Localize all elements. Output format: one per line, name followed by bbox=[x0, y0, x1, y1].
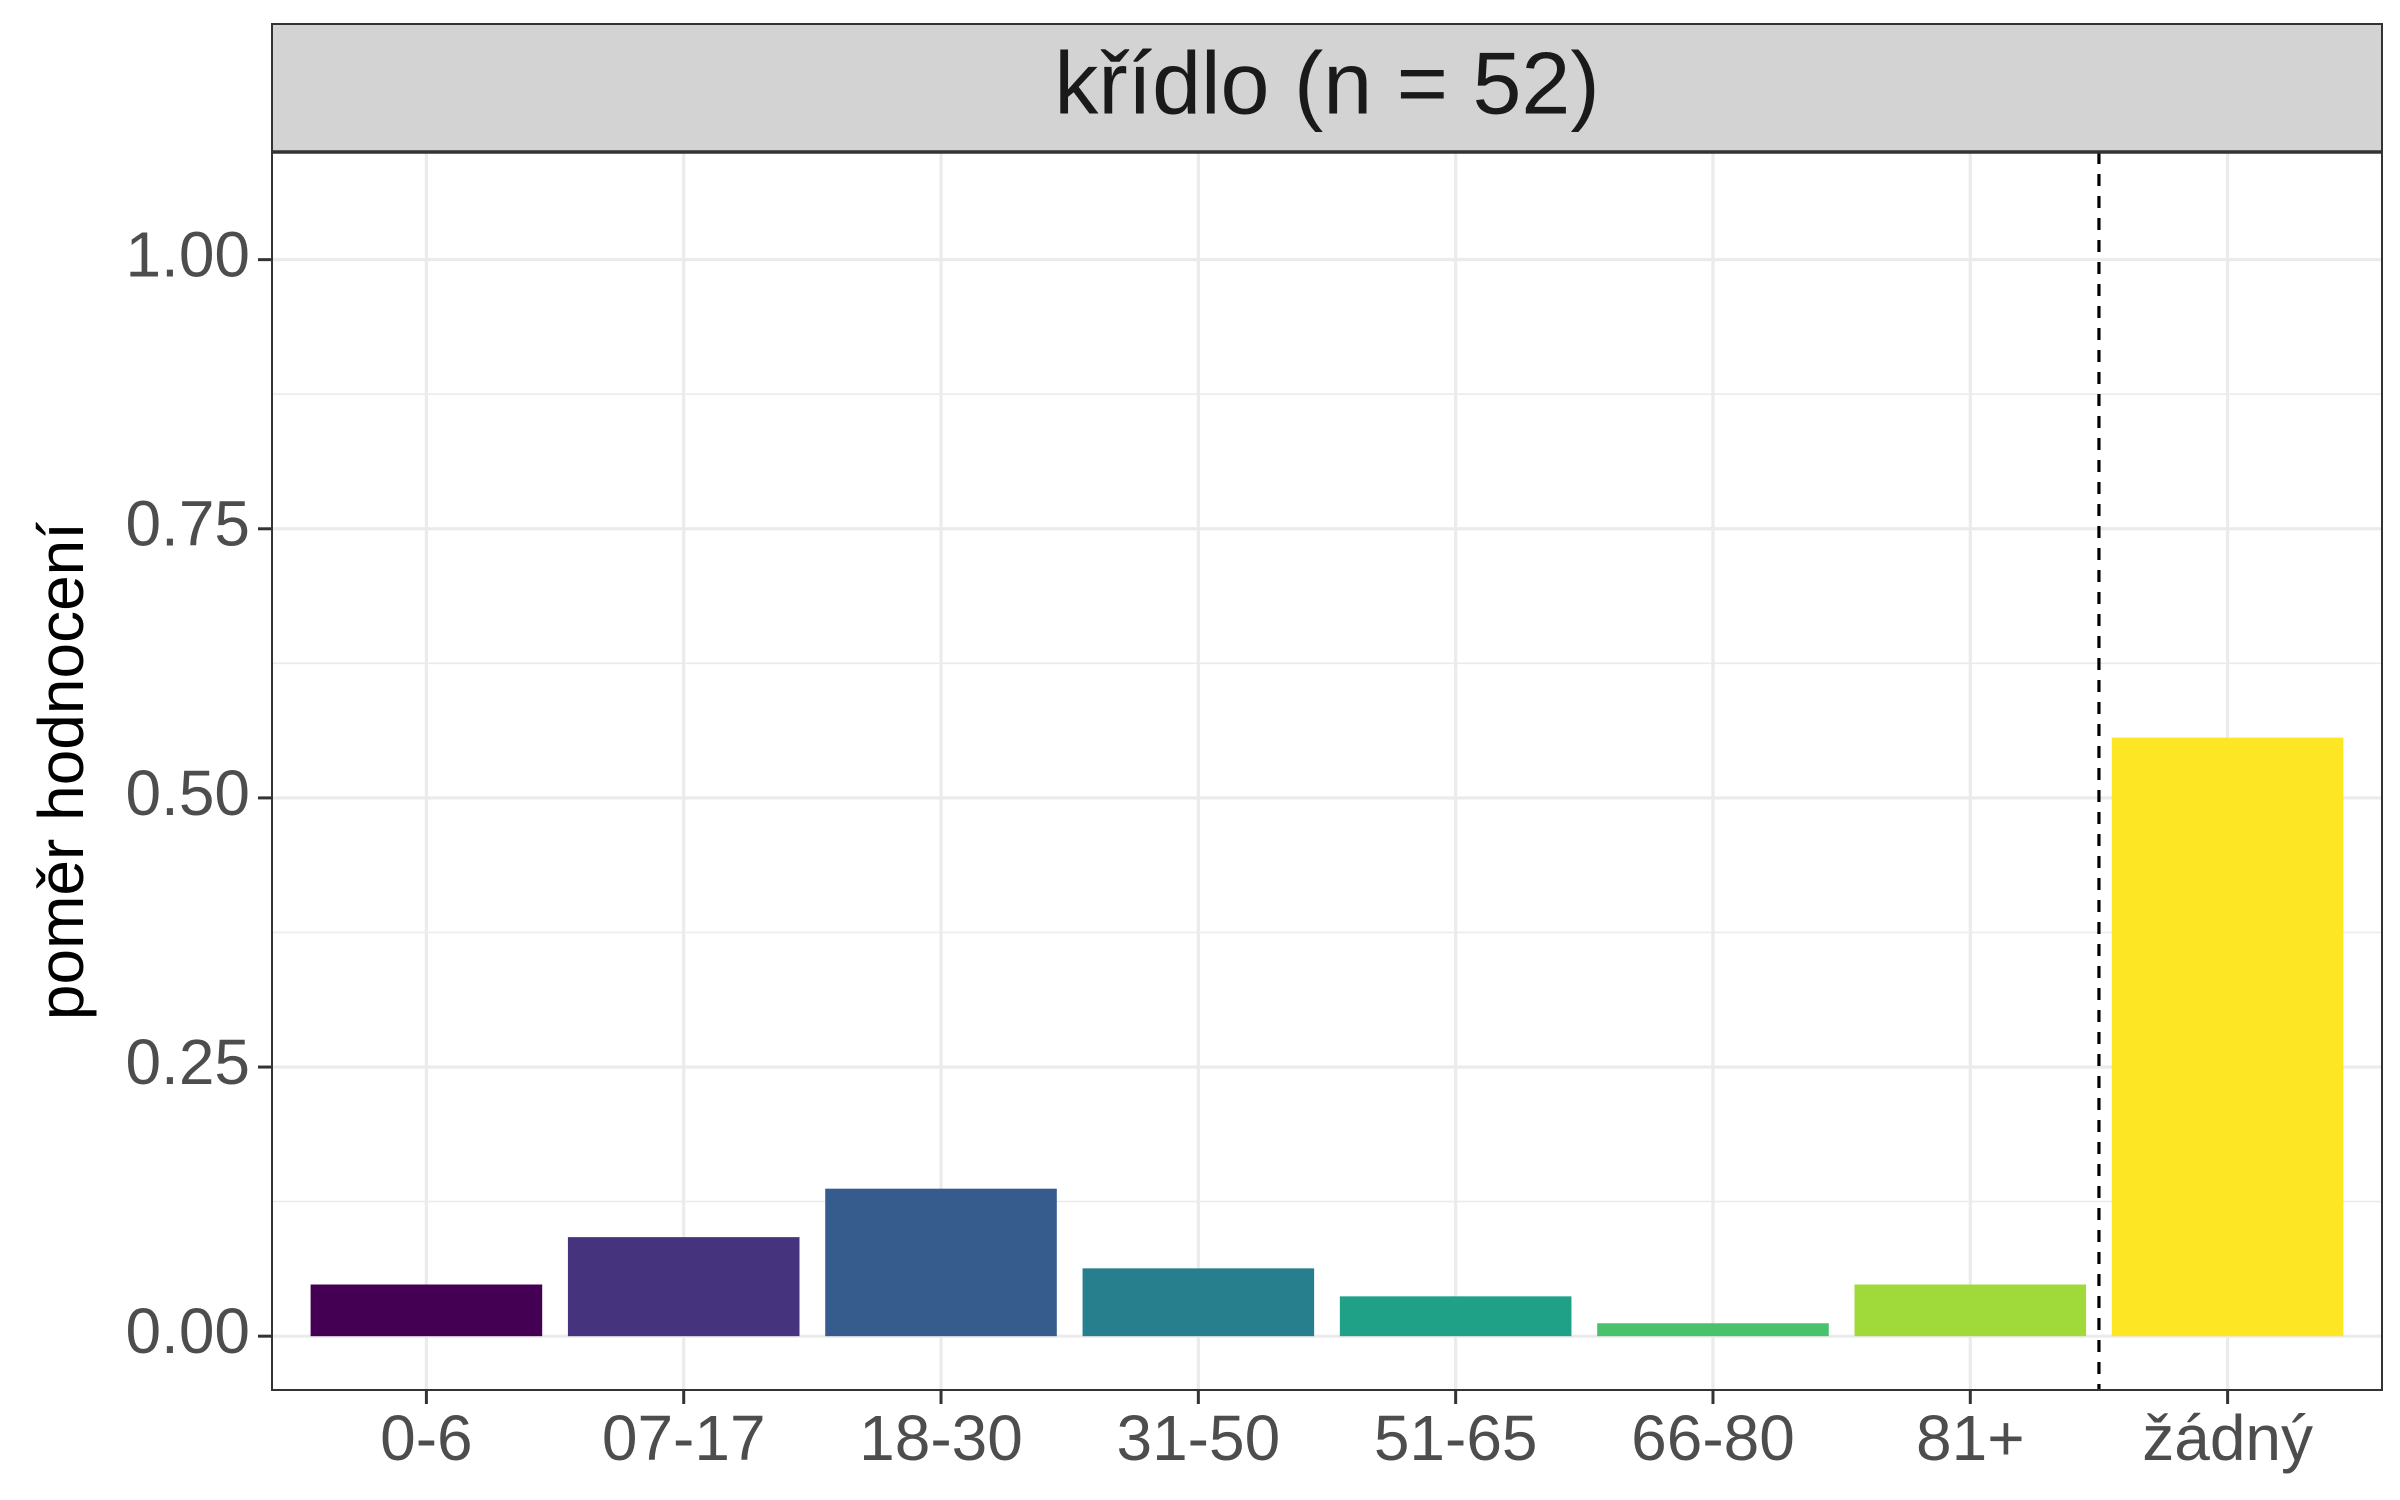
y-tick-label: 0.50 bbox=[125, 757, 250, 829]
x-tick-label: 18-30 bbox=[859, 1402, 1023, 1474]
x-tick-label: 0-6 bbox=[380, 1402, 473, 1474]
x-tick-label: žádný bbox=[2142, 1402, 2313, 1474]
strip-background bbox=[271, 23, 2383, 153]
y-tick-label: 0.75 bbox=[125, 488, 250, 560]
bar-18-30 bbox=[825, 1188, 1057, 1337]
x-tick-label: 31-50 bbox=[1116, 1402, 1280, 1474]
y-tick-label: 0.00 bbox=[125, 1295, 250, 1367]
bar-žádný bbox=[2111, 737, 2344, 1337]
y-tick-label: 0.25 bbox=[125, 1026, 250, 1098]
x-tick-label: 07-17 bbox=[602, 1402, 766, 1474]
bar-31-50 bbox=[1082, 1268, 1315, 1337]
x-tick-label: 81+ bbox=[1916, 1402, 2025, 1474]
x-tick-label: 66-80 bbox=[1631, 1402, 1795, 1474]
x-tick-label: 51-65 bbox=[1374, 1402, 1538, 1474]
y-tick-label: 1.00 bbox=[125, 219, 250, 291]
bar-07-17 bbox=[567, 1237, 800, 1337]
bar-81+ bbox=[1854, 1284, 2087, 1337]
bar-51-65 bbox=[1339, 1296, 1572, 1337]
plot-panel bbox=[272, 152, 2382, 1390]
y-axis-title: poměr hodnocení bbox=[25, 522, 97, 1020]
panel-title: křídlo (n = 52) bbox=[1054, 33, 1599, 132]
bar-66-80 bbox=[1597, 1323, 1829, 1337]
bar-0-6 bbox=[310, 1284, 543, 1337]
